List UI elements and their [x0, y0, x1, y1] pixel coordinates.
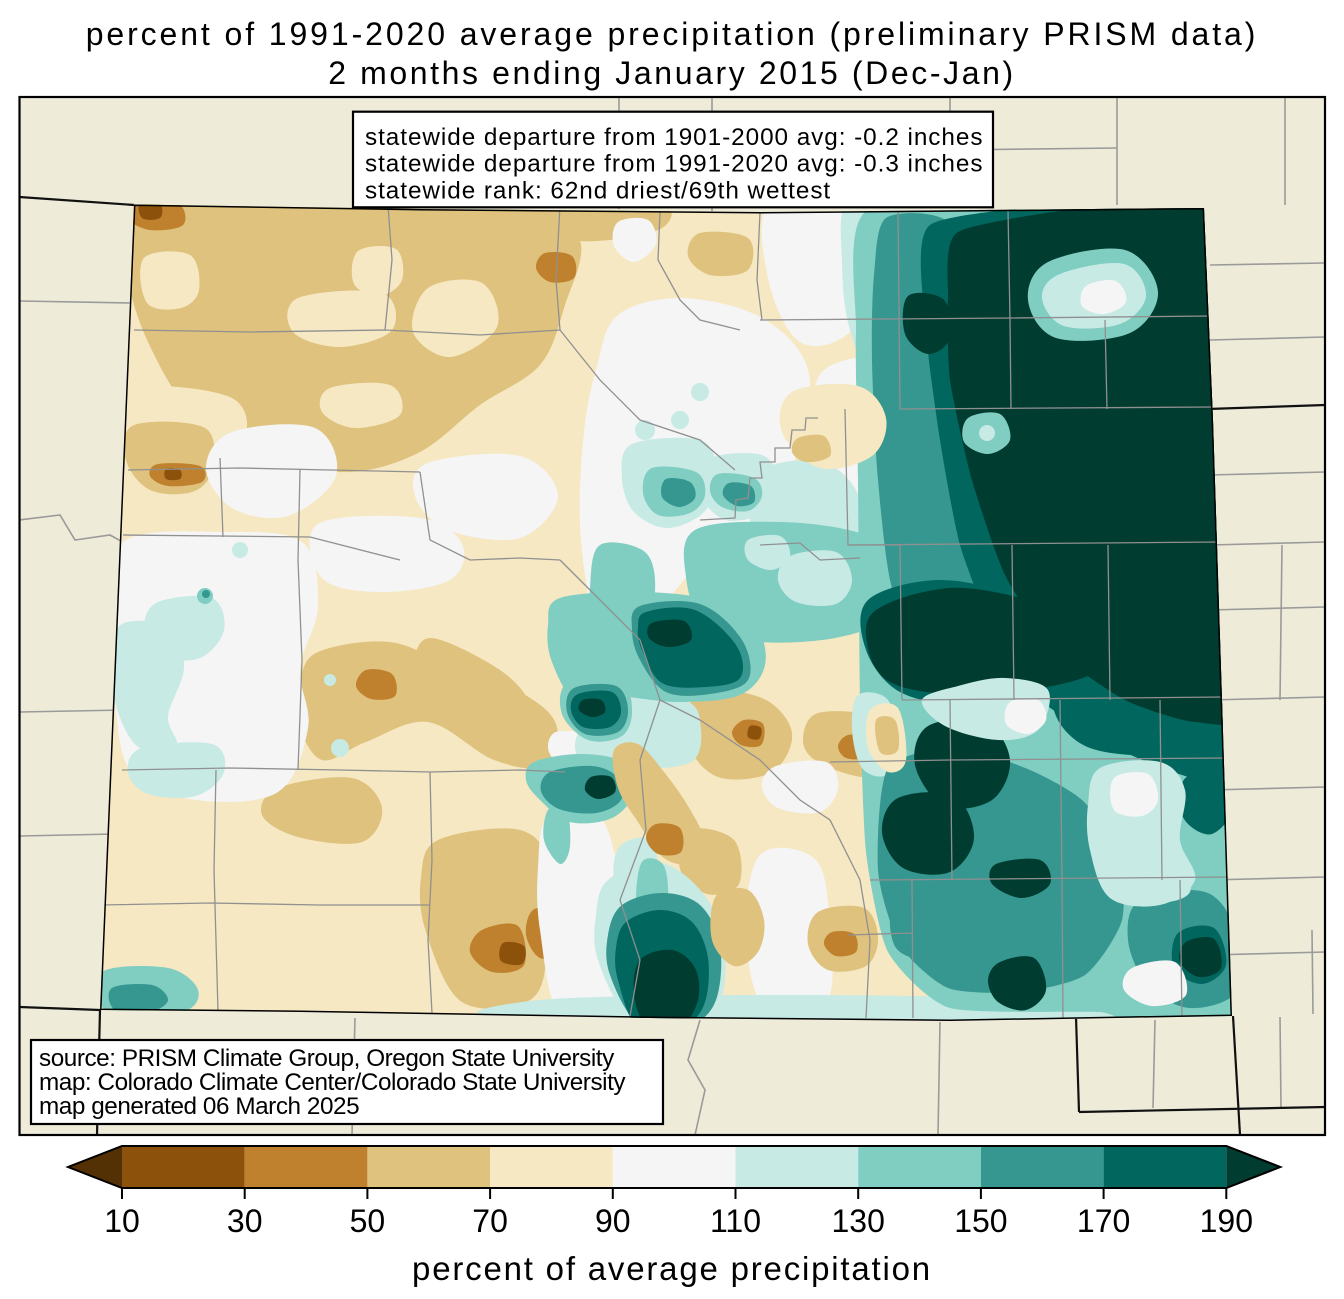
svg-text:percent of 1991-2020 average p: percent of 1991-2020 average precipitati…	[86, 16, 1259, 52]
svg-text:source: PRISM Climate Group, O: source: PRISM Climate Group, Oregon Stat…	[39, 1045, 615, 1072]
svg-text:percent of average precipitati: percent of average precipitation	[412, 1250, 932, 1287]
svg-text:statewide rank: 62nd driest/69: statewide rank: 62nd driest/69th wettest	[365, 177, 831, 204]
svg-text:190: 190	[1200, 1203, 1253, 1239]
svg-text:150: 150	[954, 1203, 1007, 1239]
svg-text:10: 10	[104, 1203, 140, 1239]
svg-text:170: 170	[1077, 1203, 1130, 1239]
svg-text:50: 50	[350, 1203, 386, 1239]
svg-text:2 months ending January 2015 (: 2 months ending January 2015 (Dec-Jan)	[328, 55, 1016, 91]
svg-text:statewide departure from 1991-: statewide departure from 1991-2020 avg: …	[365, 151, 983, 178]
svg-text:110: 110	[710, 1203, 761, 1239]
svg-text:70: 70	[472, 1203, 508, 1239]
svg-text:30: 30	[227, 1203, 263, 1239]
svg-text:map generated 06 March 2025: map generated 06 March 2025	[39, 1093, 359, 1120]
svg-text:statewide departure from 1901-: statewide departure from 1901-2000 avg: …	[365, 124, 983, 151]
svg-text:90: 90	[595, 1203, 631, 1239]
svg-text:map: Colorado Climate Center/C: map: Colorado Climate Center/Colorado St…	[39, 1069, 626, 1096]
svg-text:130: 130	[832, 1203, 885, 1239]
